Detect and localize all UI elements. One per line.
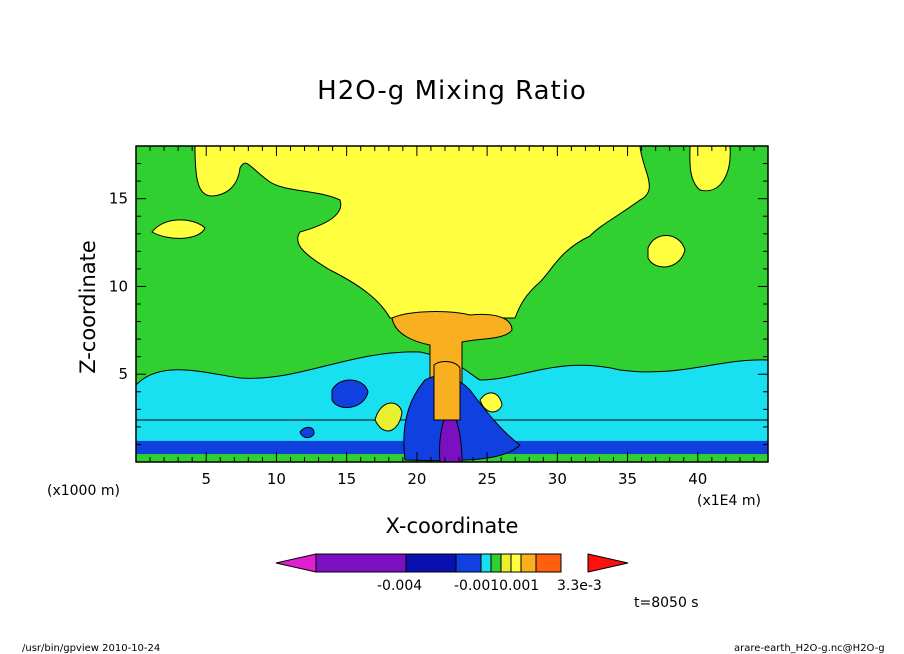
- colorbar-label-2: -0.0010.001: [454, 578, 540, 594]
- x-unit-left: (x1000 m): [47, 483, 120, 499]
- column-orange: [433, 361, 461, 421]
- y-axis-label: Z-coordinate: [76, 240, 100, 374]
- x-tick-label: 25: [478, 470, 497, 488]
- colorbar-segment: [455, 553, 482, 573]
- x-tick-label: 10: [267, 470, 286, 488]
- colorbar-segment: [500, 553, 512, 573]
- colorbar-segment: [535, 553, 562, 573]
- cell-yellow-right: [647, 235, 686, 268]
- footer-left: /usr/bin/gpview 2010-10-24: [22, 643, 161, 654]
- x-tick-label: 35: [618, 470, 637, 488]
- x-unit-right: (x1E4 m): [697, 493, 761, 509]
- time-label: t=8050 s: [634, 595, 699, 611]
- patch-blue-1: [331, 379, 369, 408]
- patch-blue-2: [299, 426, 315, 439]
- x-tick-label: 30: [548, 470, 567, 488]
- colorbar-arrow-right: [587, 553, 629, 573]
- chart-title: H2O-g Mixing Ratio: [317, 76, 587, 106]
- x-tick-label: 40: [688, 470, 707, 488]
- y-tick-label: 15: [109, 190, 128, 208]
- colorbar-segment: [490, 553, 502, 573]
- cell-yellow-top-right: [689, 145, 731, 192]
- colorbar-label-1: -0.004: [377, 578, 423, 594]
- region-yellow-upper: [194, 145, 650, 319]
- cell-yellow-left: [151, 219, 206, 239]
- footer-right: arare-earth_H2O-g.nc@H2O-g: [734, 643, 885, 654]
- colorbar-segment: [315, 553, 407, 573]
- x-tick-label: 20: [407, 470, 426, 488]
- colorbar-arrow-left: [275, 553, 317, 573]
- x-axis-label: X-coordinate: [385, 514, 519, 538]
- colorbar-segment: [405, 553, 457, 573]
- colorbar-label-3: 3.3e-3: [557, 578, 602, 594]
- patch-yellow-right: [479, 392, 503, 413]
- colorbar-segment: [480, 553, 492, 573]
- colorbar-segment: [510, 553, 522, 573]
- patch-yellowgreen: [374, 402, 403, 432]
- x-tick-label: 15: [337, 470, 356, 488]
- y-tick-label: 10: [109, 277, 128, 295]
- x-tick-label: 5: [201, 470, 211, 488]
- updraft-blue: [403, 375, 521, 462]
- y-tick-label: 5: [118, 365, 128, 383]
- colorbar-segment: [520, 553, 537, 573]
